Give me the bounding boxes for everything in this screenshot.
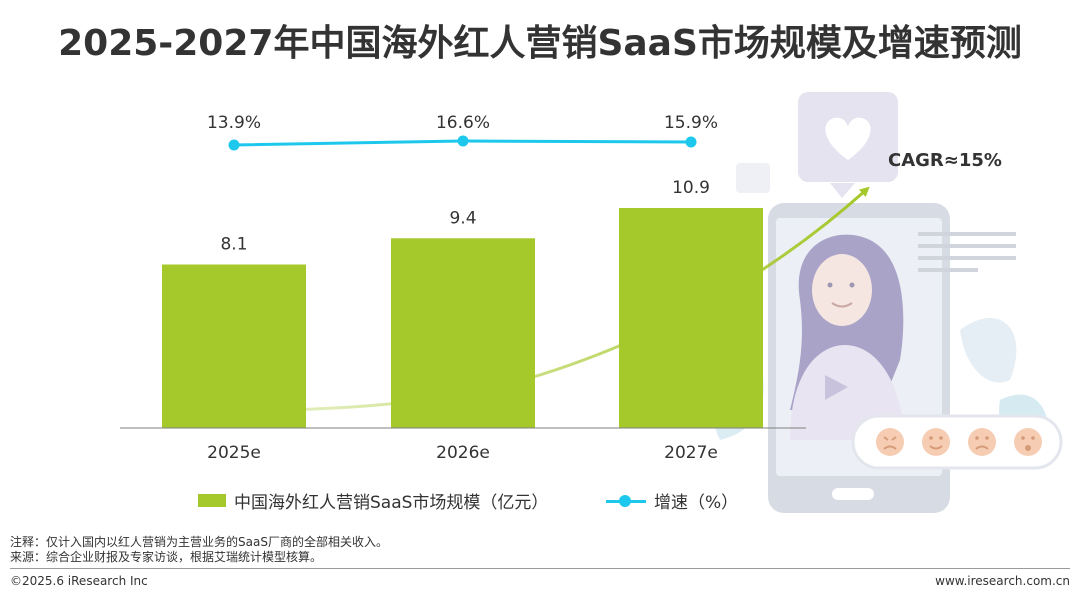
growth-point <box>685 136 697 148</box>
page-title: 2025-2027年中国海外红人营销SaaS市场规模及增速预测 <box>58 23 1022 64</box>
legend-label-market-size: 中国海外红人营销SaaS市场规模（亿元） <box>234 493 549 513</box>
legend-item-market-size: 中国海外红人营销SaaS市场规模（亿元） <box>198 488 548 513</box>
legend-bar-swatch <box>198 494 226 507</box>
legend-line-swatch <box>606 494 646 508</box>
emoji-rating-icons <box>876 428 1042 456</box>
bar-2026e <box>391 238 535 428</box>
copyright: ©2025.6 iResearch Inc <box>10 574 148 588</box>
source-line: 来源：综合企业财报及专家访谈，根据艾瑞统计模型核算。 <box>10 550 323 564</box>
growth-value-label: 15.9% <box>664 113 718 133</box>
cagr-annotation: CAGR≈15% <box>888 150 1002 171</box>
phone-influencer-illustration <box>712 92 1063 513</box>
legend-label-growth: 增速（%） <box>654 493 739 513</box>
growth-value-label: 13.9% <box>207 113 261 133</box>
bar-2027e <box>619 208 763 428</box>
x-tick-label: 2025e <box>207 443 261 463</box>
bar-2025e <box>162 264 306 428</box>
legend: 中国海外红人营销SaaS市场规模（亿元） 增速（%） <box>0 488 1080 513</box>
growth-value-label: 16.6% <box>436 113 490 133</box>
legend-item-growth: 增速（%） <box>606 488 738 513</box>
growth-point <box>457 135 469 147</box>
footer-divider <box>10 568 1070 569</box>
growth-point <box>228 139 240 151</box>
note-line: 注释：仅计入国内以红人营销为主营业务的SaaS厂商的全部相关收入。 <box>10 535 388 549</box>
website-link[interactable]: www.iresearch.com.cn <box>935 574 1070 588</box>
cagr-trend-arrow <box>161 186 870 415</box>
bar-value-label: 10.9 <box>672 178 710 198</box>
bar-value-label: 9.4 <box>449 208 476 228</box>
x-tick-label: 2026e <box>436 443 490 463</box>
x-tick-label: 2027e <box>664 443 718 463</box>
notes: 注释：仅计入国内以红人营销为主营业务的SaaS厂商的全部相关收入。 来源：综合企… <box>10 535 388 565</box>
bar-value-label: 8.1 <box>220 235 247 255</box>
heart-icon <box>825 117 871 160</box>
